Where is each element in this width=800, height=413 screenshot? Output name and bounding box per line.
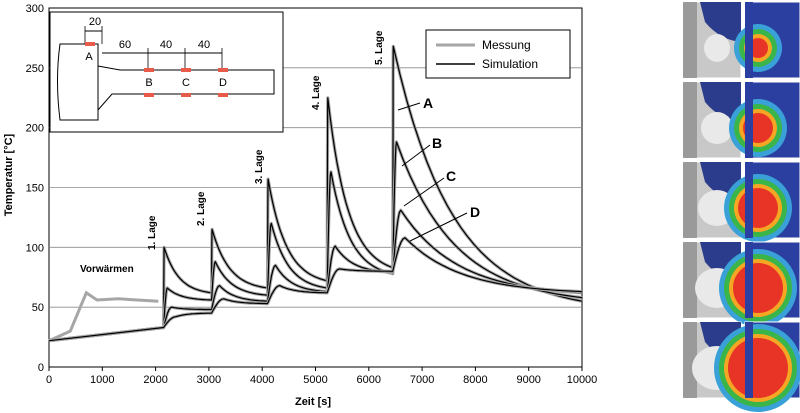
inset-sensor-c-bot [181,93,191,97]
simulation-molten-zone-3 [738,188,778,228]
x-tick-label-4: 4000 [250,374,274,386]
legend-label-messung: Messung [482,38,531,52]
inset-label-c: C [182,77,190,89]
inset-sensor-c-top [181,68,191,72]
simulation-line-c [48,209,583,342]
y-tick-label-5: 250 [26,63,44,75]
inset-label-d: D [219,77,227,89]
simulation-edge-4 [745,242,753,318]
simulation-edge-2 [745,82,753,158]
inset-sensor-b-top [144,68,154,72]
x-axis-label: Zeit [s] [295,396,331,408]
simulation-edge-1 [745,2,753,78]
inset-sensor-d-bot [218,93,228,97]
macrograph-edge-5 [683,322,697,398]
y-tick-label-3: 150 [26,183,44,195]
macrograph-edge-1 [683,2,697,78]
curve-label-b: B [432,135,442,151]
y-tick-label-1: 50 [32,302,44,314]
x-tick-label-7: 7000 [410,374,434,386]
inset-diagram: 20 60 40 40 A B C D [49,11,284,133]
weld-section-row-2 [682,81,800,159]
macrograph-edge-4 [683,242,697,318]
x-tick-label-10: 10000 [567,374,598,386]
curve-a-leader [397,102,421,111]
inset-dim-40b: 40 [198,39,210,51]
x-tick-label-9: 9000 [516,374,540,386]
layer-label-2: 2. Lage [196,191,207,226]
x-tick-label-1: 1000 [90,374,114,386]
inset-sensor-b-bot [144,93,154,97]
inset-sensor-d-top [218,68,228,72]
legend-box [425,29,571,79]
x-tick-label-2: 2000 [143,374,167,386]
curve-d-leader [409,212,468,242]
weld-section-panel [682,1,800,412]
y-tick-label-2: 100 [26,242,44,254]
macrograph-dark-region-2 [700,82,741,122]
layer-label-1: 1. Lage [147,215,158,250]
y-tick-label-6: 300 [26,3,44,15]
preheat-measurement-line [48,290,159,343]
inset-dim-40a: 40 [160,39,172,51]
macrograph-dark-region-1 [700,2,741,42]
legend-label-simulation: Simulation [482,57,538,71]
inset-dim-60: 60 [119,39,131,51]
simulation-line-a [48,45,583,342]
layer-label-3: 3. Lage [254,149,265,184]
curve-b-leader [401,144,431,167]
macrograph-edge-2 [683,82,697,158]
legend: Messung Simulation [425,29,571,79]
x-tick-label-6: 6000 [357,374,381,386]
x-tick-label-5: 5000 [303,374,327,386]
inset-label-a: A [85,51,93,63]
inset-web-outline [97,65,275,111]
macrograph-edge-3 [683,162,697,238]
simulation-line-d [48,237,583,342]
x-tick-label-0: 0 [46,374,52,386]
simulation-molten-zone-4 [733,263,783,313]
weld-section-row-3 [682,161,800,242]
curve-label-a: A [423,95,433,111]
curve-label-d: D [470,204,480,220]
inset-sensor-a [85,42,95,46]
weld-section-row-5 [682,321,800,412]
preheat-label: Vorwärmen [80,264,134,275]
macrograph-weld-bead-1 [704,34,730,62]
curve-c-leader [403,177,445,207]
weld-section-row-1 [682,1,800,79]
y-axis-label: Temperatur [°C] [3,133,15,216]
series-layer [48,44,583,343]
x-tick-label-8: 8000 [463,374,487,386]
inset-dim-20: 20 [89,16,101,28]
macrograph-weld-bead-2 [701,112,733,144]
inset-plate-outline [57,43,99,121]
y-tick-label-4: 200 [26,123,44,135]
simulation-edge-3 [745,162,753,238]
weld-section-row-4 [682,241,800,327]
x-tick-label-3: 3000 [197,374,221,386]
simulation-molten-zone-5 [728,338,788,398]
layer-label-5: 5. Lage [374,30,385,65]
simulation-edge-5 [745,322,753,398]
curve-label-c: C [446,168,456,184]
layer-label-4: 4. Lage [311,75,322,110]
y-tick-label-0: 0 [38,362,44,374]
inset-label-b: B [145,77,152,89]
simulation-line-b [48,141,583,342]
